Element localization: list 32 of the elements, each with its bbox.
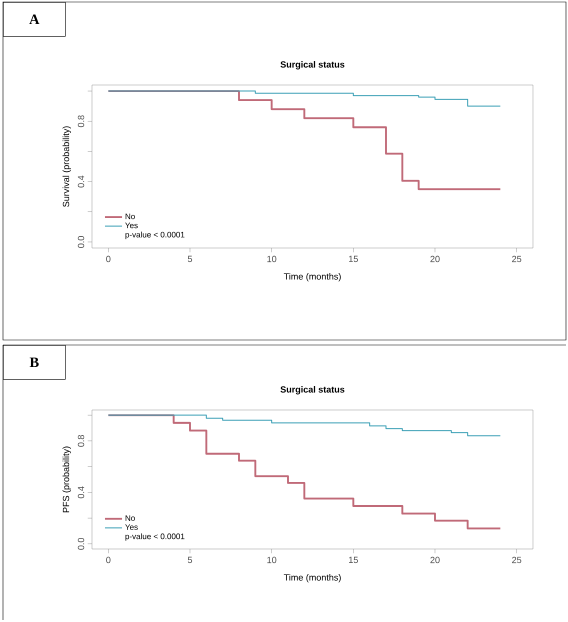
y-tick-label: 0.0 xyxy=(78,236,84,248)
chart-title: Surgical status xyxy=(280,386,344,394)
legend-label: No xyxy=(126,214,135,220)
y-tick-label: 0.0 xyxy=(78,538,84,550)
x-tick-label: 15 xyxy=(349,256,358,262)
chart-title: Surgical status xyxy=(280,61,344,70)
x-axis-title: Time (months) xyxy=(284,574,341,582)
y-tick-label: 0.4 xyxy=(78,176,84,188)
x-tick-label: 0 xyxy=(106,556,110,564)
legend-label: Yes xyxy=(125,222,138,228)
x-axis-title: Time (months) xyxy=(284,273,341,282)
y-axis-title: PFS (probability) xyxy=(62,446,71,512)
x-tick-label: 0 xyxy=(106,256,110,262)
x-tick-label: 10 xyxy=(267,256,276,262)
x-tick-label: 20 xyxy=(430,256,440,262)
text: A xyxy=(29,14,40,24)
annotation: p-value < 0.0001 xyxy=(126,533,184,541)
x-tick-label: 15 xyxy=(349,556,358,564)
y-axis-title: Survival (probability) xyxy=(62,126,71,207)
y-tick-label: 0.8 xyxy=(78,115,84,128)
y-tick-label: 0.8 xyxy=(78,435,84,447)
x-tick-label: 20 xyxy=(430,556,440,564)
x-tick-label: 10 xyxy=(267,556,276,564)
x-tick-label: 5 xyxy=(188,556,192,564)
x-tick-label: 5 xyxy=(188,256,192,262)
text: B xyxy=(30,358,39,368)
x-tick-label: 25 xyxy=(512,556,522,564)
legend-label: Yes xyxy=(125,524,138,530)
annotation: p-value < 0.0001 xyxy=(126,232,184,240)
y-tick-label: 0.4 xyxy=(78,486,84,498)
x-tick-label: 25 xyxy=(512,256,522,262)
legend-label: No xyxy=(126,515,135,521)
